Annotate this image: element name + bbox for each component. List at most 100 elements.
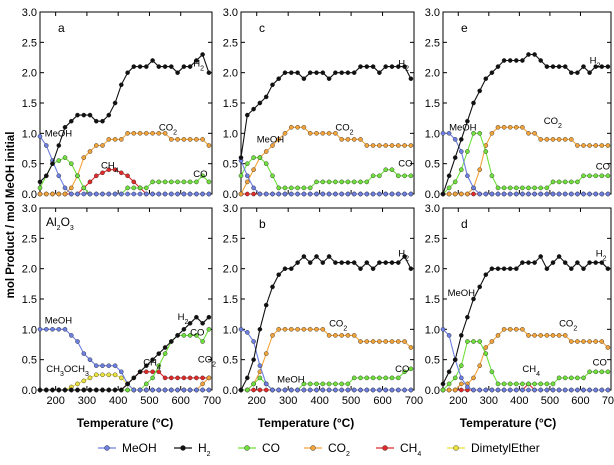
data-point-CO: [446, 185, 452, 191]
data-point-MeOH: [383, 387, 389, 393]
data-point-CO: [593, 369, 599, 375]
data-point-MeOH: [37, 326, 43, 332]
annotation-co: CO: [593, 358, 607, 369]
data-point-H2: [100, 118, 105, 124]
legend-marker: [453, 445, 459, 451]
series-line-CO2: [241, 328, 412, 391]
data-point-CO2: [295, 326, 300, 332]
data-point-CO: [593, 173, 599, 179]
plot-frame: [442, 11, 612, 195]
data-point-H2: [339, 260, 345, 265]
data-point-CO: [37, 185, 43, 191]
data-point-CO: [150, 375, 155, 381]
panel-a: 0.0 0.5 1.0 1.5 2.0 2.5 3.0 a MeOH CH4 CO2 CO H2: [22, 7, 213, 201]
data-point-H2: [408, 76, 414, 81]
annotation-co: CO: [190, 327, 204, 338]
data-point-CO: [458, 167, 464, 172]
data-point-CO: [320, 179, 326, 185]
data-point-MeOH: [194, 387, 199, 393]
y-tick-label: 0.5: [223, 355, 238, 367]
data-point-CO2: [326, 333, 332, 338]
data-point-MeOH: [44, 143, 49, 148]
data-point-H2: [599, 64, 605, 69]
data-point-MeOH: [162, 387, 168, 393]
series-CO: [37, 155, 212, 197]
y-tick-label: 2.0: [425, 68, 440, 80]
data-point-MeOH: [244, 173, 250, 179]
series-line-H2: [442, 53, 608, 195]
data-point-H2: [520, 260, 525, 265]
data-point-H2: [593, 64, 599, 69]
data-point-MeOH: [320, 191, 326, 197]
data-point-CO2: [538, 137, 544, 142]
data-point-H2: [288, 70, 294, 75]
data-point-MeOH: [301, 191, 307, 197]
data-point-MeOH: [156, 387, 162, 393]
data-point-CO2: [339, 333, 345, 338]
data-point-H2: [62, 125, 68, 130]
data-point-CH4: [175, 375, 180, 381]
data-point-CO2: [307, 326, 313, 332]
data-point-H2: [301, 76, 307, 81]
data-point-H2: [194, 314, 199, 320]
panel-label: e: [461, 21, 468, 35]
data-point-H2: [100, 387, 105, 393]
data-point-H2: [501, 58, 507, 63]
y-tick-label: 0.0: [223, 385, 238, 397]
data-point-H2: [465, 314, 470, 320]
data-point-H2: [605, 266, 611, 272]
data-point-MeOH: [295, 191, 300, 197]
data-point-CO: [345, 381, 351, 387]
data-point-MeOH: [44, 326, 49, 332]
data-point-MeOH: [446, 333, 452, 338]
data-point-MeOH: [538, 191, 544, 197]
data-point-CO: [131, 185, 137, 191]
data-point-CO: [345, 179, 351, 185]
data-point-H2: [520, 58, 525, 63]
data-point-MeOH: [270, 387, 275, 393]
data-point-MeOH: [168, 387, 174, 393]
data-point-CO2: [200, 381, 205, 387]
data-point-CO2: [514, 125, 519, 130]
data-point-H2: [314, 254, 319, 259]
legend-marker: [104, 445, 110, 451]
data-point-MeOH: [326, 387, 332, 393]
data-point-H2: [458, 333, 464, 338]
data-point-H2: [200, 320, 205, 326]
data-point-H2: [143, 64, 149, 69]
data-point-CH4: [87, 179, 93, 185]
data-point-H2: [44, 173, 49, 179]
y-tick-label: 1.5: [425, 98, 440, 110]
data-point-CO: [314, 381, 319, 387]
data-point-CO2: [569, 137, 574, 142]
data-point-H2: [143, 363, 149, 369]
data-point-MeOH: [200, 387, 205, 393]
series-MeOH: [238, 326, 414, 393]
y-tick-label: 0.0: [22, 189, 37, 201]
data-point-CO2: [538, 333, 544, 338]
data-point-H2: [587, 260, 592, 265]
data-point-MeOH: [75, 339, 80, 344]
data-point-CO: [489, 369, 495, 375]
y-tick-label: 2.5: [223, 233, 238, 245]
data-point-MeOH: [257, 191, 263, 197]
data-point-CH4: [143, 369, 149, 375]
data-point-CH4: [244, 191, 250, 197]
data-point-CO: [238, 173, 244, 179]
data-point-H2: [526, 260, 531, 265]
data-point-MeOH: [131, 191, 137, 197]
data-point-H2: [581, 266, 586, 272]
data-point-CO2: [106, 137, 112, 142]
plot-frame: [39, 207, 213, 391]
data-point-H2: [377, 70, 382, 75]
y-tick-label: 2.5: [425, 37, 440, 49]
data-point-H2: [282, 70, 288, 75]
data-point-H2: [501, 266, 507, 272]
data-point-H2: [483, 76, 489, 81]
series-line-H2: [240, 66, 412, 158]
legend-marker: [244, 445, 250, 451]
data-point-CO: [181, 179, 187, 185]
data-point-H2: [276, 76, 282, 81]
data-point-CO2: [37, 191, 43, 197]
